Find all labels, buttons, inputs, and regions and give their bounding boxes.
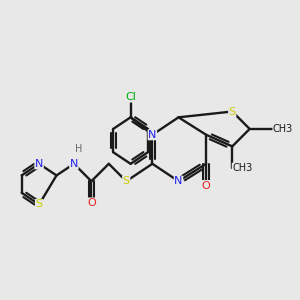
Text: Cl: Cl [125,92,136,102]
Text: O: O [87,198,96,208]
Text: N: N [148,130,157,140]
Text: H: H [74,144,82,154]
Text: CH3: CH3 [273,124,293,134]
Text: N: N [70,159,78,169]
Text: S: S [35,200,43,209]
Text: S: S [123,176,130,186]
Text: S: S [229,106,236,116]
Text: N: N [174,176,183,186]
Text: CH3: CH3 [232,163,253,173]
Text: O: O [202,181,211,190]
Text: N: N [35,159,43,169]
Text: H: H [75,144,82,154]
